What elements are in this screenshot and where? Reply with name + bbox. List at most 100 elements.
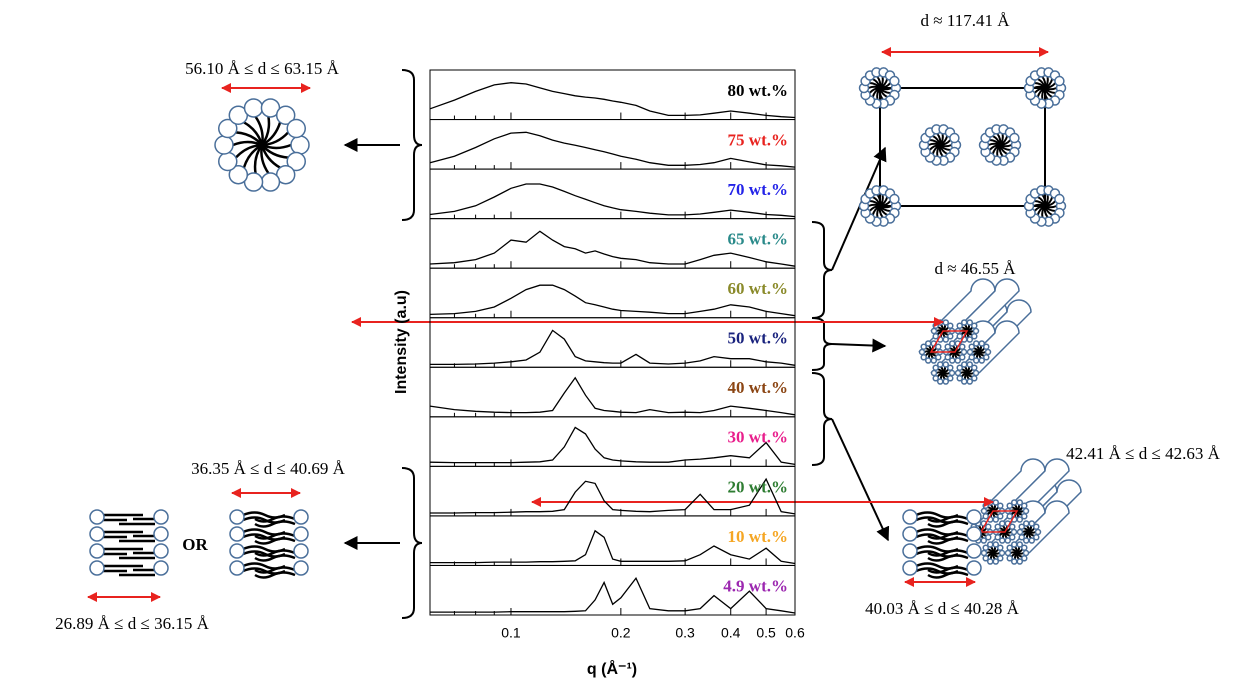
series-label: 75 wt.% xyxy=(728,130,788,149)
micelle xyxy=(968,341,991,363)
x-tick-label: 0.2 xyxy=(611,625,631,641)
head xyxy=(982,551,987,556)
head xyxy=(230,510,244,524)
annotation: 56.10 Å ≤ d ≤ 63.15 Å xyxy=(185,59,339,78)
head xyxy=(962,320,967,325)
series-label: 4.9 wt.% xyxy=(723,576,788,595)
head xyxy=(1010,524,1015,529)
head xyxy=(931,358,936,363)
series-label: 70 wt.% xyxy=(728,180,788,199)
head xyxy=(291,136,309,154)
head xyxy=(950,341,955,346)
head xyxy=(90,510,104,524)
micelle xyxy=(980,125,1021,165)
head xyxy=(993,559,998,564)
head xyxy=(1024,551,1029,556)
head xyxy=(1006,551,1011,556)
head xyxy=(969,355,974,360)
micelle xyxy=(215,99,309,191)
head xyxy=(979,358,984,363)
head xyxy=(972,365,977,370)
head xyxy=(968,350,973,355)
annotation: d ≈ 117.41 Å xyxy=(921,11,1011,30)
head xyxy=(1007,514,1012,519)
head xyxy=(90,527,104,541)
arrow xyxy=(832,419,888,540)
micelle xyxy=(982,542,1005,564)
head xyxy=(1022,545,1027,550)
head xyxy=(967,544,981,558)
head xyxy=(1017,517,1022,522)
series-label: 80 wt.% xyxy=(728,81,788,100)
head xyxy=(974,371,979,376)
micelle xyxy=(1025,68,1066,108)
head xyxy=(955,358,960,363)
head xyxy=(1012,542,1017,547)
series-label: 50 wt.% xyxy=(728,329,788,348)
head xyxy=(1036,530,1041,535)
x-tick-label: 0.6 xyxy=(785,625,805,641)
head xyxy=(933,334,938,339)
head xyxy=(957,376,962,381)
head xyxy=(261,173,279,191)
head xyxy=(903,510,917,524)
tail xyxy=(233,142,262,145)
head xyxy=(215,136,233,154)
head xyxy=(993,517,998,522)
schematics xyxy=(88,52,1081,618)
annotation: 42.41 Å ≤ d ≤ 42.63 Å xyxy=(1066,444,1220,463)
head xyxy=(974,329,979,334)
micelle xyxy=(932,362,955,384)
annotation: 26.89 Å ≤ d ≤ 36.15 Å xyxy=(55,614,209,633)
series-label: 20 wt.% xyxy=(728,477,788,496)
head xyxy=(230,527,244,541)
head xyxy=(950,134,959,143)
head xyxy=(90,544,104,558)
head xyxy=(903,544,917,558)
head xyxy=(1007,556,1012,561)
head xyxy=(294,527,308,541)
head xyxy=(933,376,938,381)
head xyxy=(945,355,950,360)
head xyxy=(230,561,244,575)
head xyxy=(981,538,986,543)
head xyxy=(943,379,948,384)
head xyxy=(950,371,955,376)
head xyxy=(984,344,989,349)
head xyxy=(1012,500,1017,505)
head xyxy=(967,510,981,524)
head xyxy=(998,545,1003,550)
head xyxy=(1055,195,1064,204)
head xyxy=(956,371,961,376)
head xyxy=(903,561,917,575)
head xyxy=(1022,503,1027,508)
figure: 80 wt.%75 wt.%70 wt.%65 wt.%60 wt.%50 wt… xyxy=(0,0,1256,686)
head xyxy=(995,535,1000,540)
head xyxy=(960,344,965,349)
head xyxy=(890,77,899,86)
annotation: OR xyxy=(182,535,208,554)
bracket xyxy=(812,373,832,465)
head xyxy=(1005,538,1010,543)
head xyxy=(1018,530,1023,535)
head xyxy=(986,350,991,355)
head xyxy=(998,503,1003,508)
head xyxy=(920,350,925,355)
head xyxy=(938,362,943,367)
head xyxy=(967,379,972,384)
micelle xyxy=(956,362,979,384)
head xyxy=(1012,530,1017,535)
head xyxy=(988,542,993,547)
head xyxy=(936,344,941,349)
head xyxy=(154,561,168,575)
head xyxy=(294,544,308,558)
head xyxy=(932,329,937,334)
bracket xyxy=(812,222,832,318)
arrow xyxy=(832,344,885,346)
micelle xyxy=(860,186,901,226)
series-label: 60 wt.% xyxy=(728,279,788,298)
head xyxy=(982,509,987,514)
annotation: d ≈ 46.55 Å xyxy=(934,259,1016,278)
bracket xyxy=(402,70,422,220)
head xyxy=(1017,559,1022,564)
